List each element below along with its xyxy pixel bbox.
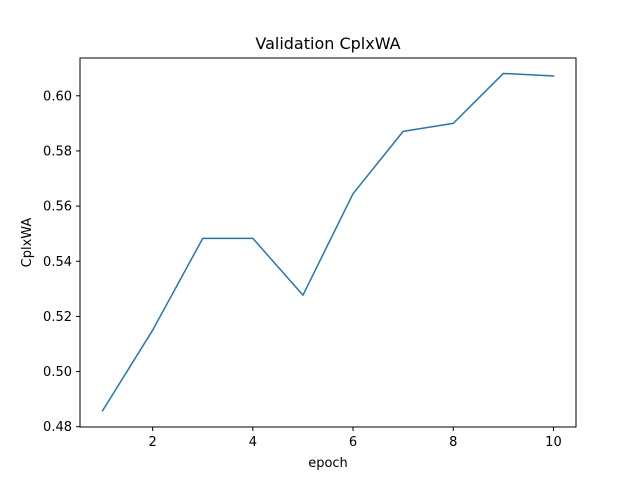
data-point-epoch-8: [452, 123, 454, 125]
axes-frame: [79, 57, 577, 428]
data-point-epoch-10: [553, 75, 555, 77]
series-line-cplxwa: [101, 72, 555, 412]
data-point-epoch-9: [503, 73, 505, 75]
y-axis-ticks: 0.48 0.50 0.52 0.54 0.56 0.58 0.60: [43, 89, 80, 435]
y-tick-label: 0.48: [43, 420, 72, 435]
y-tick-label: 0.58: [43, 144, 72, 159]
x-tick-label: 2: [149, 435, 157, 450]
x-tick-label: 10: [545, 435, 562, 450]
x-tick-label: 4: [249, 435, 257, 450]
data-point-epoch-1: [102, 410, 104, 412]
y-tick-label: 0.54: [43, 255, 72, 270]
chart-title: Validation CplxWA: [255, 34, 400, 53]
y-tick-label: 0.52: [43, 310, 72, 325]
x-axis-label: epoch: [308, 456, 348, 471]
y-tick-label: 0.60: [43, 89, 72, 104]
x-tick-label: 8: [449, 435, 457, 450]
data-point-epoch-6: [352, 193, 354, 195]
x-axis-ticks: 2 4 6 8 10: [149, 427, 562, 450]
data-point-epoch-4: [252, 238, 254, 240]
plot-area: 2 4 6 8 10 0.48 0.50 0.52 0.54 0.56 0.58 0.60: [43, 57, 577, 450]
data-point-epoch-2: [152, 329, 154, 331]
y-tick-label: 0.50: [43, 365, 72, 380]
y-tick-label: 0.56: [43, 200, 72, 215]
data-point-epoch-7: [402, 131, 404, 133]
x-tick-label: 6: [349, 435, 357, 450]
data-point-epoch-5: [302, 294, 304, 296]
y-axis-label: CplxWA: [20, 218, 35, 268]
data-point-epoch-3: [202, 238, 204, 240]
